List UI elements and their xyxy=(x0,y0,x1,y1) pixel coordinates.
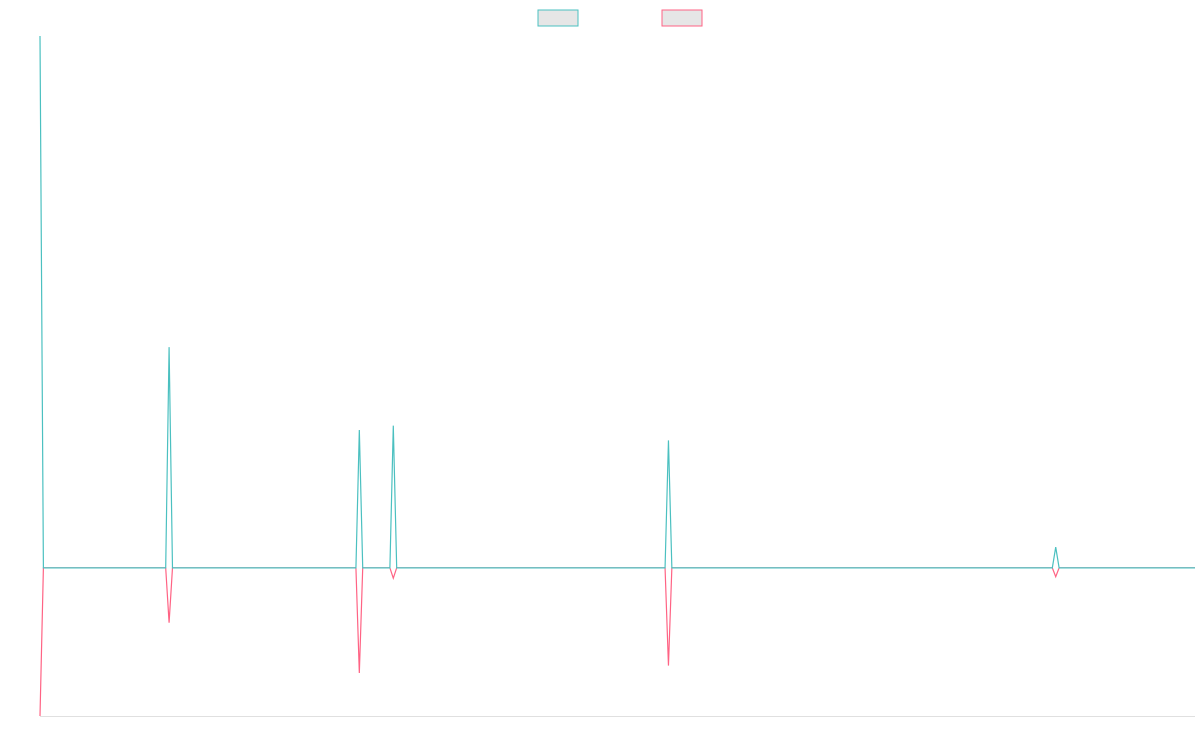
line-series xyxy=(39,567,1195,717)
legend-swatch xyxy=(661,9,703,27)
legend-swatch xyxy=(537,9,579,27)
line-series xyxy=(39,35,1195,569)
